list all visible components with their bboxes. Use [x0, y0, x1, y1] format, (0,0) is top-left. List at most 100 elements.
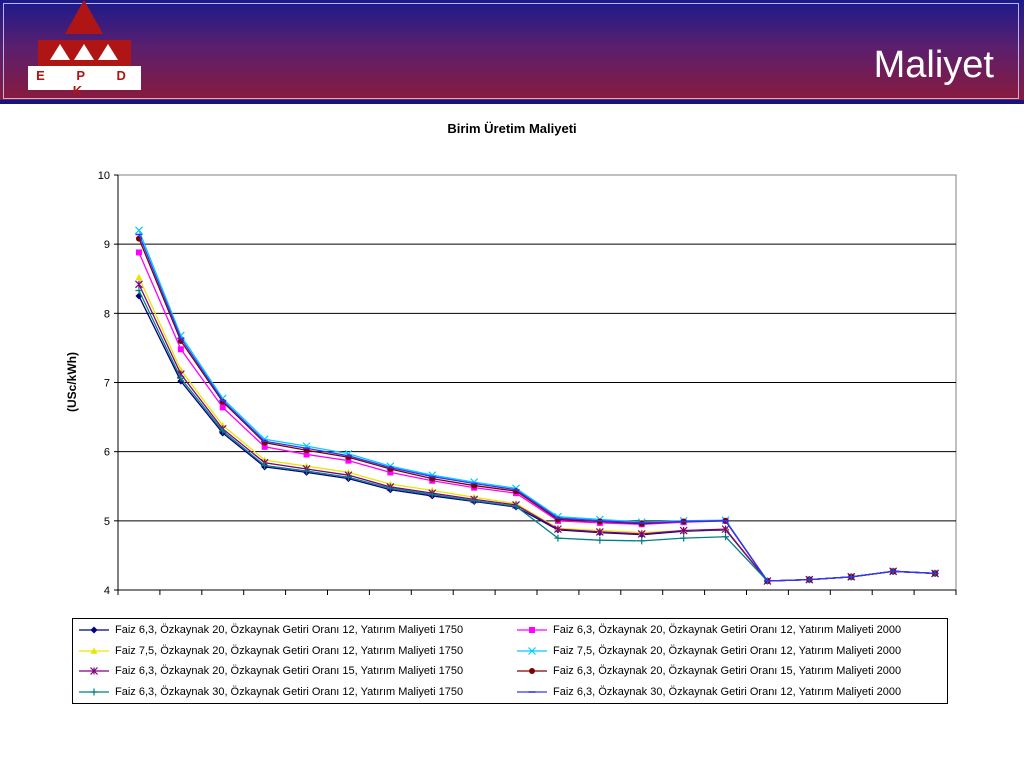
data-point: [931, 569, 939, 578]
data-point: [722, 517, 729, 524]
y-tick-label: 8: [104, 308, 110, 320]
data-point: [763, 577, 771, 584]
data-point: [428, 491, 436, 499]
data-point: [638, 521, 645, 528]
data-point: [387, 469, 394, 476]
data-point: [889, 567, 898, 576]
data-point: [344, 468, 352, 476]
logo-text: E P D K: [36, 68, 140, 98]
data-point: [219, 404, 226, 411]
y-axis-label: (USc/kWh): [65, 352, 79, 412]
legend-swatch-icon: [79, 626, 109, 634]
data-point: [261, 456, 269, 463]
epdk-logo-icon: [38, 0, 131, 66]
data-point: [932, 570, 939, 577]
series-line: [138, 295, 936, 582]
data-point: [90, 626, 98, 634]
data-point: [847, 573, 855, 581]
data-point: [554, 516, 561, 523]
data-point: [528, 646, 536, 655]
data-point: [596, 529, 604, 537]
data-point: [805, 576, 813, 584]
data-point: [512, 484, 520, 493]
data-point: [847, 572, 856, 581]
data-point: [176, 370, 185, 379]
series-line: [138, 252, 936, 582]
data-point: [931, 569, 939, 577]
data-point: [554, 525, 562, 534]
data-point: [890, 568, 897, 575]
data-point: [595, 527, 604, 536]
data-point: [90, 688, 98, 695]
legend-swatch-icon: [79, 647, 109, 654]
data-point: [428, 486, 436, 494]
data-point: [135, 235, 142, 242]
data-point: [470, 478, 479, 487]
data-point: [429, 477, 436, 484]
data-point: [218, 394, 227, 403]
data-point: [638, 529, 646, 536]
data-point: [429, 475, 436, 482]
data-point: [428, 471, 437, 480]
data-point: [764, 578, 771, 585]
data-point: [303, 462, 311, 469]
data-point: [261, 463, 269, 471]
data-point: [722, 525, 730, 532]
data-point: [512, 503, 520, 511]
data-point: [889, 567, 897, 575]
data-point: [135, 273, 143, 281]
data-point: [637, 530, 646, 538]
data-point: [722, 533, 730, 541]
data-point: [680, 519, 687, 526]
data-point: [470, 497, 478, 505]
y-tick-label: 9: [104, 239, 110, 251]
series-2: [135, 249, 939, 585]
data-point: [680, 527, 688, 535]
data-point: [428, 492, 436, 500]
data-point: [219, 429, 227, 437]
plot-area: [117, 174, 957, 591]
data-point: [848, 573, 855, 580]
legend-label: Faiz 6,3, Özkaynak 20, Özkaynak Getiri O…: [115, 624, 464, 636]
data-point: [722, 517, 729, 524]
data-point: [806, 576, 813, 583]
data-point: [512, 501, 520, 509]
data-point: [177, 374, 185, 382]
chart-title: Birim Üretim Maliyeti: [447, 121, 577, 136]
data-point: [260, 458, 269, 467]
data-point: [680, 534, 688, 542]
data-point: [890, 568, 897, 575]
data-point: [90, 667, 98, 675]
series-line: [138, 238, 936, 582]
y-tick-label: 7: [104, 378, 110, 390]
data-point: [387, 465, 394, 472]
data-point: [345, 454, 352, 461]
data-point: [596, 519, 603, 526]
slide-header: E P D K Maliyet: [0, 0, 1024, 104]
series-5: [135, 280, 939, 585]
data-point: [177, 338, 184, 344]
data-point: [638, 520, 645, 527]
data-point: [889, 567, 897, 575]
data-point: [90, 647, 98, 654]
data-point: [135, 280, 143, 289]
data-point: [471, 484, 478, 491]
data-point: [529, 668, 535, 674]
data-point: [513, 490, 520, 497]
data-point: [344, 473, 352, 481]
series-line: [138, 277, 936, 582]
data-point: [763, 577, 771, 585]
data-point: [805, 575, 814, 584]
data-point: [763, 577, 772, 585]
data-point: [638, 531, 646, 539]
legend-swatch-icon: [517, 668, 547, 674]
legend-label: Faiz 6,3, Özkaynak 30, Özkaynak Getiri O…: [553, 685, 902, 698]
data-point: [554, 524, 562, 532]
legend-label: Faiz 6,3, Özkaynak 20, Özkaynak Getiri O…: [115, 665, 464, 677]
data-point: [512, 500, 520, 507]
data-point: [135, 287, 143, 295]
data-point: [680, 527, 688, 534]
legend-item: Faiz 6,3, Özkaynak 30, Özkaynak Getiri O…: [79, 685, 463, 699]
legend-swatch-icon: [517, 646, 547, 655]
y-tick-label: 5: [104, 516, 110, 528]
